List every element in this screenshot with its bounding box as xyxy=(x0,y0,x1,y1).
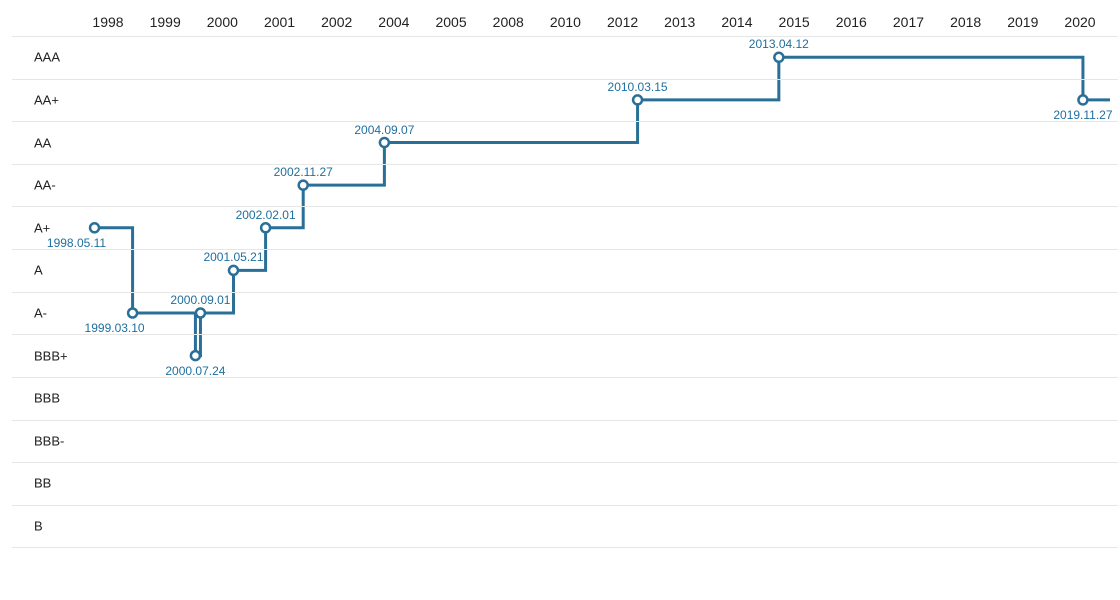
x-tick-label: 2017 xyxy=(893,14,924,30)
data-point-label: 1998.05.11 xyxy=(47,236,106,250)
data-point-label: 2004.09.07 xyxy=(354,123,414,137)
data-point-label: 2002.02.01 xyxy=(236,208,296,222)
grid-line-h xyxy=(12,420,1118,421)
data-point-marker xyxy=(191,351,200,360)
y-tick-label: A- xyxy=(34,306,47,321)
data-point-marker xyxy=(196,309,205,318)
x-tick-label: 2000 xyxy=(207,14,238,30)
step-line-svg xyxy=(0,0,1120,600)
y-tick-label: A+ xyxy=(34,220,50,235)
y-tick-label: BBB- xyxy=(34,433,64,448)
data-point-label: 2001.05.21 xyxy=(203,250,263,264)
y-tick-label: B xyxy=(34,519,43,534)
data-point-label: 2010.03.15 xyxy=(608,80,668,94)
data-point-marker xyxy=(633,95,642,104)
y-tick-label: AAA xyxy=(34,50,60,65)
data-point-marker xyxy=(299,181,308,190)
grid-line-h xyxy=(12,36,1118,37)
x-tick-label: 2013 xyxy=(664,14,695,30)
data-point-label: 2000.09.01 xyxy=(170,293,230,307)
data-point-marker xyxy=(774,53,783,62)
x-tick-label: 2014 xyxy=(721,14,752,30)
data-point-label: 2000.07.24 xyxy=(165,364,225,378)
y-tick-label: AA xyxy=(34,135,51,150)
grid-line-h xyxy=(12,121,1118,122)
x-tick-label: 2019 xyxy=(1007,14,1038,30)
x-tick-label: 1999 xyxy=(150,14,181,30)
x-tick-label: 2016 xyxy=(836,14,867,30)
grid-line-h xyxy=(12,547,1118,548)
grid-line-h xyxy=(12,164,1118,165)
x-tick-label: 2020 xyxy=(1064,14,1095,30)
x-tick-label: 2018 xyxy=(950,14,981,30)
data-point-marker xyxy=(128,309,137,318)
grid-line-h xyxy=(12,334,1118,335)
data-point-label: 1999.03.10 xyxy=(85,321,145,335)
x-tick-label: 2008 xyxy=(493,14,524,30)
x-tick-label: 2010 xyxy=(550,14,581,30)
data-point-marker xyxy=(1078,95,1087,104)
grid-line-h xyxy=(12,505,1118,506)
rating-step-chart: 1998 1999 2000 2001 2002 2004 2005 2008 2010 2012… xyxy=(0,0,1120,600)
x-tick-label: 1998 xyxy=(92,14,123,30)
y-tick-label: BBB+ xyxy=(34,348,68,363)
grid-line-h xyxy=(12,206,1118,207)
y-tick-label: BBB xyxy=(34,391,60,406)
grid-line-h xyxy=(12,79,1118,80)
data-point-marker xyxy=(90,223,99,232)
data-point-marker xyxy=(229,266,238,275)
grid-line-h xyxy=(12,462,1118,463)
grid-line-h xyxy=(12,249,1118,250)
x-tick-label: 2015 xyxy=(779,14,810,30)
y-tick-label: AA+ xyxy=(34,92,59,107)
x-tick-label: 2005 xyxy=(435,14,466,30)
data-point-label: 2002.11.27 xyxy=(274,165,333,179)
data-point-marker xyxy=(261,223,270,232)
data-point-label: 2013.04.12 xyxy=(749,37,809,51)
x-tick-label: 2002 xyxy=(321,14,352,30)
y-tick-label: A xyxy=(34,263,43,278)
data-point-marker xyxy=(380,138,389,147)
x-tick-label: 2012 xyxy=(607,14,638,30)
x-tick-label: 2001 xyxy=(264,14,295,30)
y-tick-label: AA- xyxy=(34,178,56,193)
data-point-label: 2019.11.27 xyxy=(1053,108,1112,122)
x-tick-label: 2004 xyxy=(378,14,409,30)
y-tick-label: BB xyxy=(34,476,51,491)
